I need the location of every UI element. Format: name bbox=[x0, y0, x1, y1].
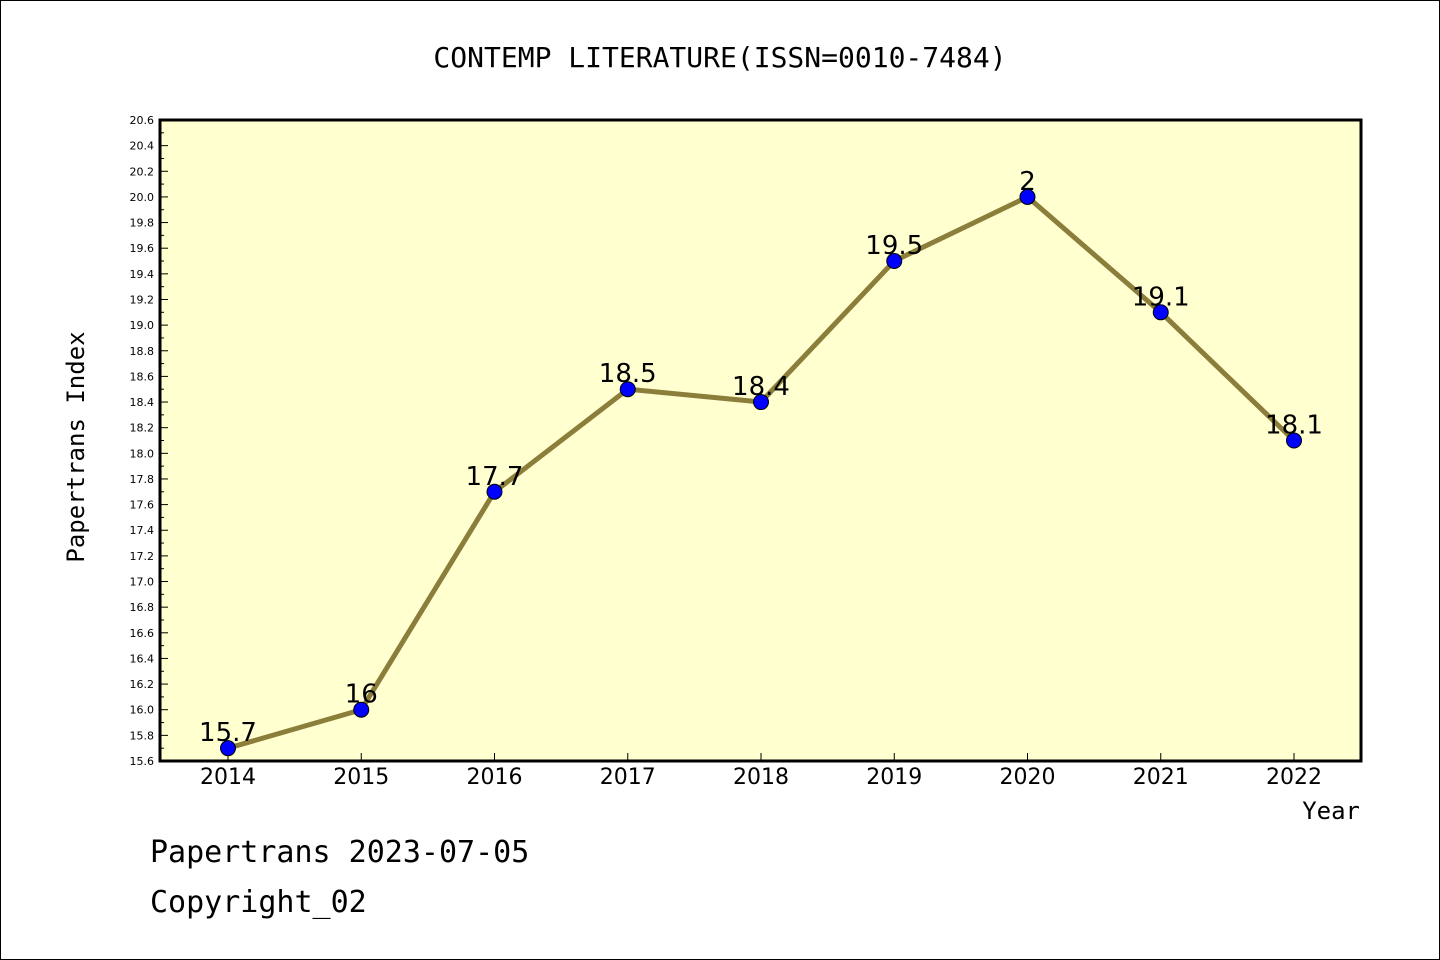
y-tick-label: 16.0 bbox=[130, 704, 155, 717]
footer-copyright: Copyright_02 bbox=[150, 885, 367, 920]
data-label: 19.1 bbox=[1132, 282, 1190, 312]
y-tick-label: 16.8 bbox=[130, 601, 155, 614]
y-tick-label: 17.6 bbox=[130, 499, 155, 512]
y-tick-label: 17.0 bbox=[130, 576, 155, 589]
y-tick-label: 18.8 bbox=[130, 345, 155, 358]
y-tick-label: 17.4 bbox=[130, 524, 155, 537]
data-point bbox=[220, 740, 236, 757]
footer-date: Papertrans 2023-07-05 bbox=[150, 835, 530, 870]
data-point bbox=[486, 483, 503, 500]
y-tick-label: 16.4 bbox=[130, 652, 155, 665]
data-point bbox=[1286, 432, 1302, 449]
y-tick-label: 19.4 bbox=[130, 268, 155, 281]
y-tick-label: 19.8 bbox=[130, 217, 155, 230]
x-tick-label: 2018 bbox=[733, 765, 789, 790]
data-label: 16 bbox=[345, 680, 378, 710]
y-tick-label: 18.6 bbox=[130, 370, 155, 383]
data-labels-group: 15.7 16 17.7 18.5 18.4 19.5 2 19.1 18.1 bbox=[199, 167, 1323, 748]
y-tick-label: 19.0 bbox=[130, 319, 155, 332]
x-axis: 2014 2015 2016 2017 2018 2019 2020 2021 2022 bbox=[200, 753, 1322, 790]
plot-area bbox=[158, 118, 1363, 763]
y-tick-label: 20.6 bbox=[130, 114, 155, 127]
x-tick-label: 2016 bbox=[467, 765, 523, 790]
y-tick-label: 19.2 bbox=[130, 293, 155, 306]
data-label: 18.4 bbox=[732, 372, 790, 402]
data-point bbox=[1152, 304, 1169, 321]
y-tick-label: 20.0 bbox=[130, 191, 155, 204]
data-label: 2 bbox=[1019, 167, 1036, 197]
y-tick-label: 17.8 bbox=[130, 473, 155, 486]
y-tick-label: 15.6 bbox=[130, 755, 155, 768]
y-tick-label: 18.4 bbox=[130, 396, 155, 409]
x-tick-label: 2021 bbox=[1133, 765, 1189, 790]
y-tick-label: 18.2 bbox=[130, 422, 155, 435]
x-tick-label: 2014 bbox=[200, 765, 256, 790]
data-label: 17.7 bbox=[466, 462, 524, 492]
y-axis-label: Papertrans Index bbox=[62, 331, 90, 562]
y-tick-label: 19.6 bbox=[130, 242, 155, 255]
chart-title: CONTEMP LITERATURE(ISSN=0010-7484) bbox=[433, 41, 1006, 74]
x-axis-label: Year bbox=[1302, 797, 1360, 825]
markers-group bbox=[220, 188, 1302, 757]
y-axis: 15.6 15.8 16.0 16.2 16.4 16.6 16.8 17.0 17.2 17.4… bbox=[130, 114, 168, 768]
y-tick-label: 16.6 bbox=[130, 627, 155, 640]
data-point bbox=[886, 253, 903, 270]
x-tick-label: 2017 bbox=[600, 765, 656, 790]
x-tick-label: 2015 bbox=[333, 765, 389, 790]
y-tick-label: 16.2 bbox=[130, 678, 155, 691]
data-label: 18.1 bbox=[1265, 411, 1323, 441]
y-tick-label: 17.2 bbox=[130, 550, 155, 563]
x-tick-label: 2019 bbox=[866, 765, 922, 790]
data-point bbox=[353, 701, 370, 718]
data-label: 19.5 bbox=[865, 231, 923, 261]
x-tick-label: 2022 bbox=[1266, 765, 1322, 790]
y-tick-label: 18.0 bbox=[130, 447, 155, 460]
data-label: 15.7 bbox=[199, 718, 257, 748]
data-point bbox=[1019, 188, 1036, 205]
data-point bbox=[619, 381, 636, 398]
data-label: 18.5 bbox=[599, 359, 657, 389]
y-tick-label: 20.4 bbox=[130, 140, 155, 153]
y-tick-label: 20.2 bbox=[130, 165, 155, 178]
x-tick-label: 2020 bbox=[1000, 765, 1056, 790]
data-point bbox=[753, 394, 769, 411]
y-tick-label: 15.8 bbox=[130, 729, 155, 742]
